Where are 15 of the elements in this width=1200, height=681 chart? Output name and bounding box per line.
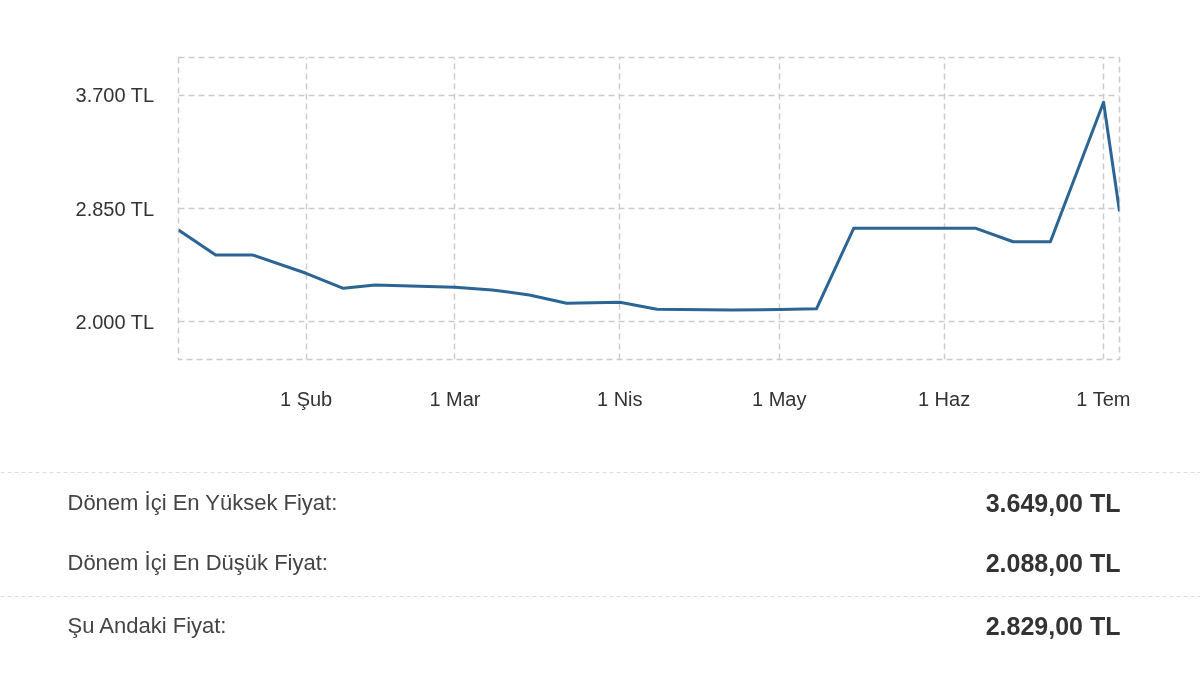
text: 2.829,00 TL [985,611,1121,640]
x-tick-label: 1 Şub [279,387,333,410]
x-tick-label: 1 Haz [917,387,971,410]
x-tick-label: 1 May [752,387,807,410]
x-tick-label: 1 Mar [429,387,481,410]
y-tick-label: 3.700 TL [75,84,155,107]
text: 3.649,00 TL [985,488,1121,517]
text: 2.088,00 TL [985,548,1121,577]
y-tick-label: 2.850 TL [75,197,155,220]
x-tick-label: 1 Tem [1076,387,1131,410]
text: Dönem İçi En Yüksek Fiyat: [67,490,338,515]
x-tick-label: 1 Nis [596,387,643,410]
y-tick-label: 2.000 TL [75,310,155,333]
text: Dönem İçi En Düşük Fiyat: [67,550,328,575]
text: Şu Andaki Fiyat: [67,613,227,638]
